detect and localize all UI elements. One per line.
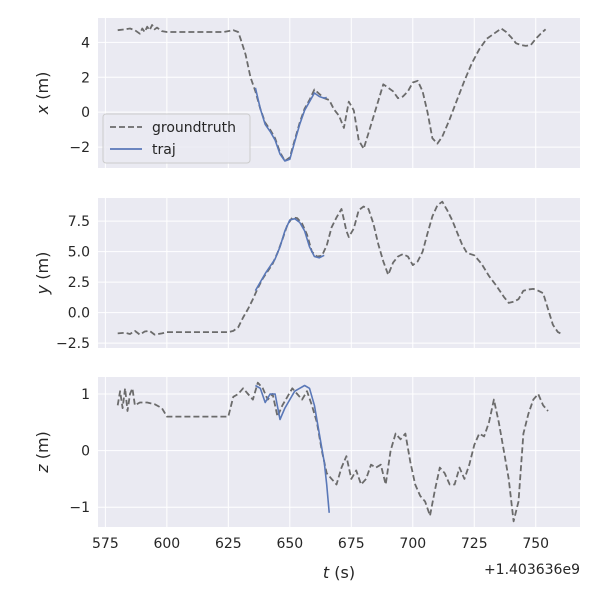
y-tick-label: 0 — [81, 444, 90, 460]
series-traj-y — [254, 217, 325, 292]
y-axis-label-y: y (m) — [33, 252, 52, 296]
x-tick-label: 675 — [338, 536, 365, 552]
series-groundtruth-y — [117, 200, 564, 336]
y-tick-label: 5.0 — [68, 245, 90, 261]
x-tick-label: 600 — [153, 536, 180, 552]
y-tick-label: 7.5 — [68, 214, 90, 230]
series-groundtruth-x — [117, 24, 547, 162]
y-axis-label-z: z (m) — [33, 431, 52, 474]
x-tick-label: 725 — [461, 536, 488, 552]
plot-background-y — [98, 198, 580, 348]
y-tick-label: 0.0 — [68, 306, 90, 322]
y-tick-label: 0 — [81, 105, 90, 121]
x-tick-label: 750 — [522, 536, 549, 552]
subplot-z: 1 0 −1 z (m) 575 600 625 650 675 700 725 750 t (s) +1… — [33, 377, 580, 582]
x-tick-label: 625 — [215, 536, 242, 552]
x-tick-label: 575 — [92, 536, 119, 552]
y-axis-label-x: x (m) — [33, 72, 52, 116]
legend-label-groundtruth: groundtruth — [152, 120, 236, 136]
x-offset-label: +1.403636e9 — [484, 562, 580, 578]
series-groundtruth-z — [116, 381, 549, 523]
subplot-y: 7.5 5.0 2.5 0.0 −2.5 y (m) — [33, 198, 580, 352]
series-traj-z — [255, 384, 330, 513]
legend: groundtruth traj — [102, 113, 251, 164]
legend-label-traj: traj — [152, 142, 176, 158]
series-traj-x — [254, 87, 327, 162]
y-tick-label: 4 — [81, 35, 90, 51]
y-tick-label: 2.5 — [68, 275, 90, 291]
x-tick-label: 650 — [276, 536, 303, 552]
y-tick-label: −1 — [69, 500, 90, 516]
x-tick-label: 700 — [399, 536, 426, 552]
y-tick-label: −2 — [69, 140, 90, 156]
plot-background-z — [98, 377, 580, 527]
y-tick-label: −2.5 — [56, 336, 90, 352]
y-tick-label: 2 — [81, 70, 90, 86]
x-axis-label: t (s) — [323, 563, 355, 582]
y-tick-label: 1 — [81, 387, 90, 403]
